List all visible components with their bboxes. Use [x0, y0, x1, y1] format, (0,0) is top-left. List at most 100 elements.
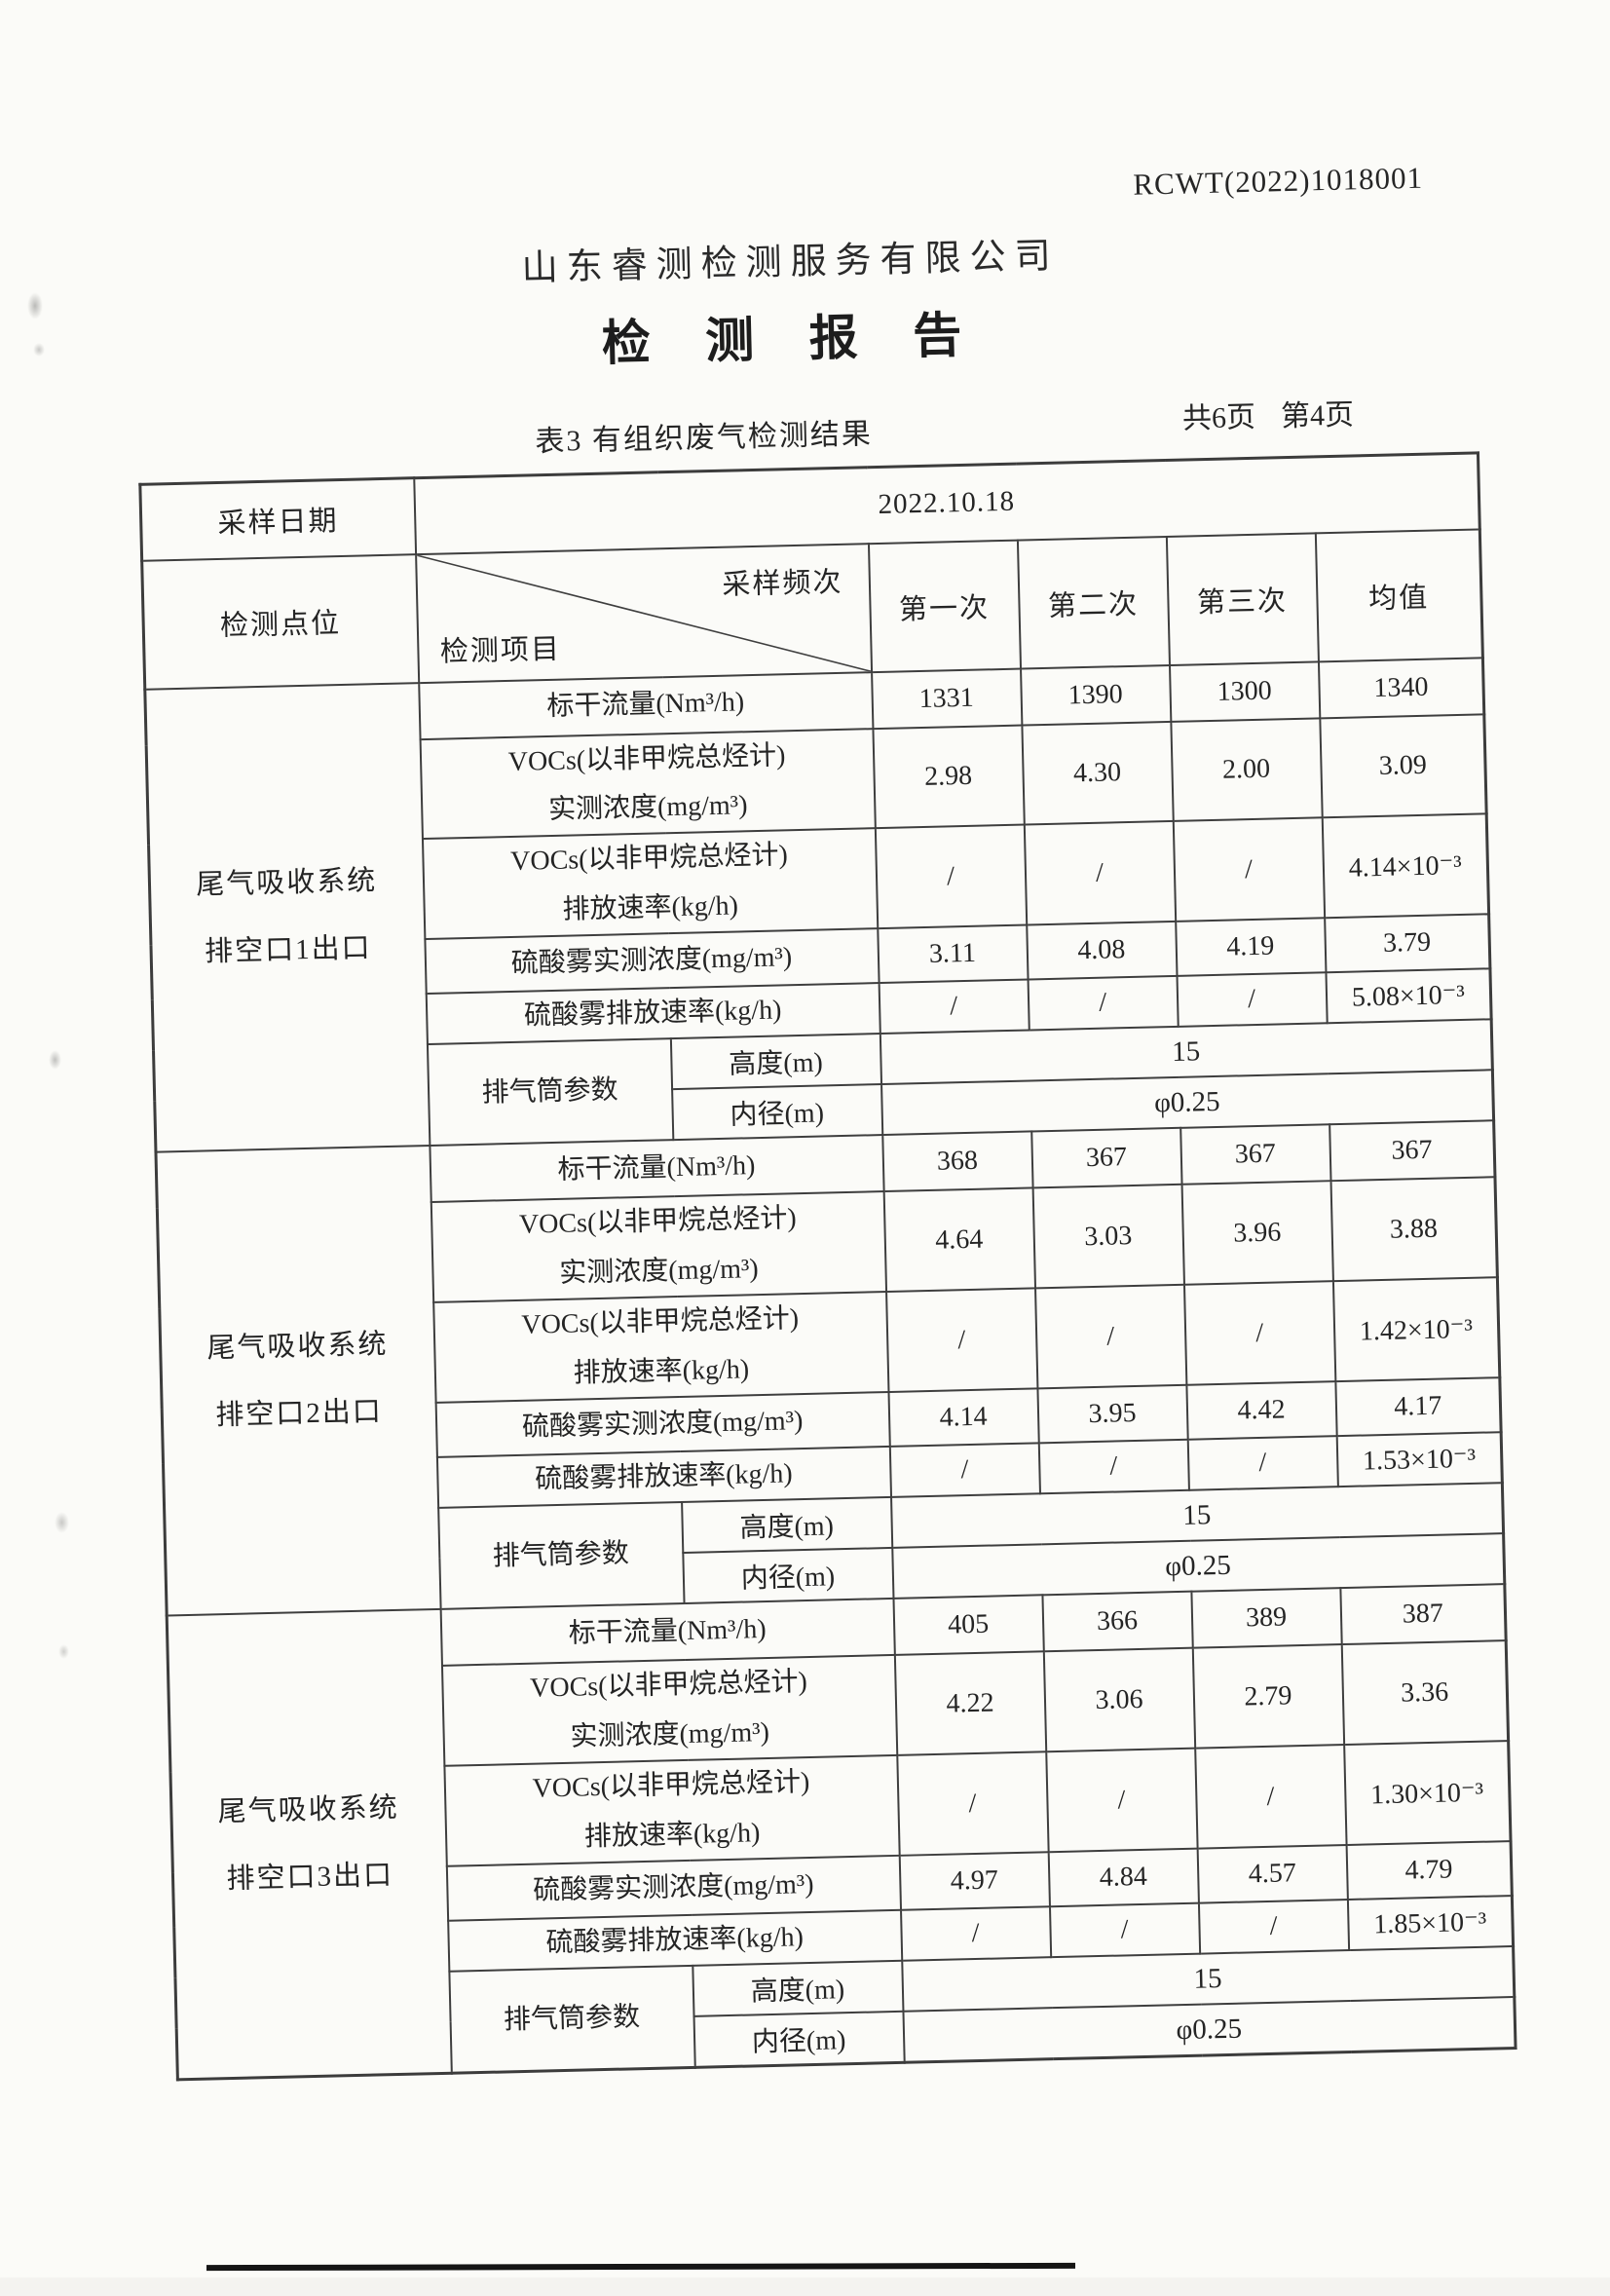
scan-smudge	[49, 1050, 61, 1070]
row-label-stack-diameter: 内径(m)	[682, 1548, 893, 1604]
g2-h2so4-rate-3: /	[1187, 1436, 1338, 1491]
g3-vocs-rate-2: /	[1045, 1748, 1198, 1853]
row-label-vocs-concentration: VOCs(以非甲烷总烃计) 实测浓度(mg/m³)	[441, 1655, 897, 1767]
monitoring-point-header: 检测点位	[141, 553, 419, 690]
g3-flow-3: 389	[1190, 1588, 1342, 1649]
g1-vocs-conc-1: 2.98	[872, 725, 1025, 829]
row-label-stack-params: 排气筒参数	[437, 1502, 685, 1610]
page-indicator: 共6页 第4页	[1181, 390, 1355, 436]
group3-point-label: 尾气吸收系统 排空口3出口	[167, 1609, 452, 2080]
g1-vocs-conc-avg: 3.09	[1319, 713, 1487, 818]
diagonal-divider-line	[417, 545, 871, 682]
scan-smudge	[33, 343, 45, 357]
col-header-average: 均值	[1315, 528, 1483, 661]
row-label-stack-params: 排气筒参数	[448, 1966, 695, 2074]
row-label-vocs-concentration: VOCs(以非甲烷总烃计) 实测浓度(mg/m³)	[431, 1191, 886, 1303]
g2-vocs-conc-avg: 3.88	[1330, 1177, 1498, 1282]
g1-h2so4-rate-3: /	[1177, 972, 1328, 1028]
g2-h2so4-rate-1: /	[889, 1443, 1040, 1498]
g3-flow-2: 366	[1041, 1592, 1193, 1652]
g3-h2so4-rate-1: /	[900, 1906, 1051, 1962]
g1-h2so4-conc-2: 4.08	[1026, 921, 1178, 980]
diagonal-header-cell: 采样频次 检测项目	[415, 543, 872, 683]
g2-h2so4-rate-2: /	[1038, 1439, 1189, 1494]
g3-flow-1: 405	[892, 1595, 1044, 1656]
report-number: RCWT(2022)1018001	[1132, 160, 1424, 202]
g3-h2so4-conc-2: 4.84	[1048, 1848, 1199, 1907]
g2-vocs-conc-2: 3.03	[1032, 1185, 1184, 1289]
g3-vocs-conc-1: 4.22	[894, 1651, 1046, 1756]
row-label-vocs-rate: VOCs(以非甲烷总烃计) 排放速率(kg/h)	[432, 1292, 888, 1403]
g2-flow-1: 368	[881, 1131, 1033, 1192]
g3-h2so4-rate-2: /	[1049, 1902, 1200, 1958]
g3-vocs-conc-3: 2.79	[1192, 1644, 1344, 1749]
g1-vocs-rate-2: /	[1024, 821, 1176, 925]
scan-smudge	[55, 1512, 69, 1533]
col-header-first: 第一次	[868, 540, 1021, 672]
g3-h2so4-conc-avg: 4.79	[1346, 1841, 1513, 1900]
row-label-vocs-rate: VOCs(以非甲烷总烃计) 排放速率(kg/h)	[422, 828, 878, 940]
g3-vocs-rate-3: /	[1194, 1745, 1347, 1849]
scan-smudge	[27, 292, 43, 320]
g3-h2so4-conc-3: 4.57	[1197, 1845, 1348, 1903]
g1-h2so4-rate-1: /	[879, 979, 1030, 1035]
scan-smudge	[58, 1644, 69, 1659]
g2-h2so4-conc-1: 4.14	[887, 1388, 1039, 1447]
row-label-vocs-rate: VOCs(以非甲烷总烃计) 排放速率(kg/h)	[443, 1755, 900, 1866]
row-label-stack-diameter: 内径(m)	[693, 2012, 905, 2068]
g1-vocs-conc-3: 2.00	[1170, 717, 1323, 822]
row-label-flow: 标干流量(Nm³/h)	[429, 1135, 884, 1203]
g3-vocs-rate-avg: 1.30×10⁻³	[1343, 1741, 1512, 1846]
g1-flow-2: 1390	[1020, 664, 1171, 726]
col-header-second: 第二次	[1017, 536, 1170, 669]
g1-h2so4-conc-1: 3.11	[877, 924, 1029, 984]
g2-h2so4-rate-avg: 1.53×10⁻³	[1336, 1432, 1503, 1487]
g1-h2so4-rate-2: /	[1028, 975, 1179, 1031]
g2-h2so4-conc-2: 3.95	[1036, 1384, 1188, 1444]
row-label-stack-height: 高度(m)	[681, 1497, 892, 1554]
g2-vocs-rate-1: /	[885, 1288, 1037, 1392]
group2-point-label: 尾气吸收系统 排空口2出口	[155, 1146, 441, 1616]
g1-flow-3: 1300	[1169, 660, 1320, 722]
g1-vocs-rate-avg: 4.14×10⁻³	[1322, 813, 1489, 919]
g2-flow-3: 367	[1179, 1124, 1331, 1186]
g2-vocs-rate-avg: 1.42×10⁻³	[1332, 1277, 1500, 1382]
g2-vocs-conc-3: 3.96	[1181, 1181, 1333, 1286]
g1-vocs-rate-3: /	[1173, 817, 1325, 922]
row-label-flow: 标干流量(Nm³/h)	[418, 671, 873, 739]
g3-h2so4-conc-1: 4.97	[899, 1852, 1050, 1910]
g1-vocs-rate-1: /	[875, 824, 1027, 929]
g3-vocs-conc-2: 3.06	[1043, 1648, 1195, 1752]
monitoring-item-label: 检测项目	[439, 633, 562, 668]
row-label-stack-params: 排气筒参数	[427, 1038, 673, 1147]
sampling-frequency-label: 采样频次	[722, 566, 843, 601]
g2-h2so4-conc-3: 4.42	[1185, 1381, 1337, 1440]
row-label-stack-height: 高度(m)	[670, 1034, 881, 1090]
g2-h2so4-conc-avg: 4.17	[1334, 1377, 1502, 1437]
g3-h2so4-rate-avg: 1.85×10⁻³	[1347, 1896, 1514, 1951]
g2-vocs-rate-2: /	[1034, 1285, 1186, 1389]
g2-flow-2: 367	[1030, 1128, 1182, 1188]
g2-flow-avg: 367	[1329, 1120, 1496, 1182]
g2-vocs-conc-1: 4.64	[883, 1187, 1035, 1293]
g1-h2so4-conc-avg: 3.79	[1324, 914, 1490, 973]
row-label-flow: 标干流量(Nm³/h)	[440, 1599, 895, 1667]
table-caption: 表3 有组织废气检测结果	[535, 418, 874, 459]
group1-point-label: 尾气吸收系统 排空口1出口	[144, 682, 430, 1153]
row-label-stack-height: 高度(m)	[692, 1961, 903, 2017]
g1-h2so4-conc-3: 4.19	[1175, 918, 1326, 976]
page-current: 第4页	[1280, 398, 1355, 433]
g1-flow-1: 1331	[871, 668, 1022, 729]
g3-flow-avg: 387	[1339, 1584, 1507, 1645]
row-label-stack-diameter: 内径(m)	[671, 1084, 882, 1141]
page-total: 共6页	[1181, 400, 1256, 435]
sampling-date-label: 采样日期	[139, 477, 416, 561]
col-header-third: 第三次	[1166, 532, 1319, 665]
g1-flow-avg: 1340	[1318, 657, 1484, 718]
g3-vocs-conc-avg: 3.36	[1341, 1640, 1509, 1746]
g1-h2so4-rate-avg: 5.08×10⁻³	[1325, 968, 1492, 1024]
results-table: 采样日期 2022.10.18 检测点位 采样频次 检测项目 第一次 第二次 第…	[138, 451, 1517, 2082]
g1-vocs-conc-2: 4.30	[1021, 721, 1174, 825]
